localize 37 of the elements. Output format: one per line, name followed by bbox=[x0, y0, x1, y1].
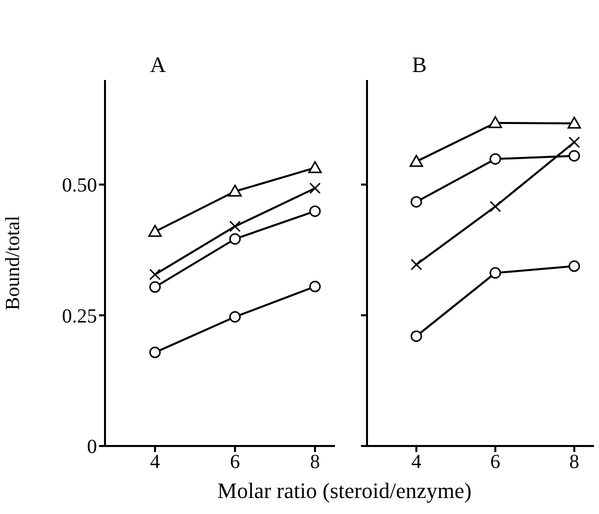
point bbox=[488, 116, 502, 128]
point bbox=[568, 116, 582, 129]
point bbox=[229, 220, 241, 232]
point bbox=[229, 311, 241, 323]
point bbox=[410, 330, 422, 342]
point bbox=[568, 136, 580, 148]
x-tick-label: 8 bbox=[310, 451, 320, 474]
point bbox=[228, 184, 242, 197]
point bbox=[149, 346, 161, 358]
point bbox=[490, 153, 502, 165]
x-tick-label: 4 bbox=[150, 451, 160, 474]
y-tick-label: 0 bbox=[87, 436, 97, 458]
point bbox=[410, 154, 424, 167]
x-tick-label: 6 bbox=[230, 451, 240, 474]
point bbox=[410, 196, 422, 208]
y-tick-label: 0.25 bbox=[62, 305, 97, 328]
point bbox=[568, 150, 580, 162]
chart-title: A bbox=[150, 52, 166, 78]
point bbox=[309, 205, 321, 217]
point bbox=[410, 258, 422, 270]
point bbox=[229, 233, 241, 245]
point bbox=[309, 182, 321, 194]
x-tick-label: 4 bbox=[411, 451, 422, 474]
point bbox=[308, 161, 322, 174]
x-tick-label: 8 bbox=[569, 451, 580, 474]
y-tick-label: 0.50 bbox=[62, 174, 97, 197]
point bbox=[568, 260, 580, 272]
point bbox=[309, 280, 321, 292]
chart-title: B bbox=[412, 52, 427, 78]
y-axis-title: Bound/total bbox=[2, 215, 24, 310]
point bbox=[490, 200, 502, 212]
point bbox=[148, 224, 162, 237]
point bbox=[490, 267, 502, 279]
x-tick-label: 6 bbox=[490, 451, 500, 474]
point bbox=[149, 268, 161, 280]
point bbox=[149, 281, 161, 293]
x-axis-title: Molar ratio (steroid/enzyme) bbox=[216, 478, 473, 504]
